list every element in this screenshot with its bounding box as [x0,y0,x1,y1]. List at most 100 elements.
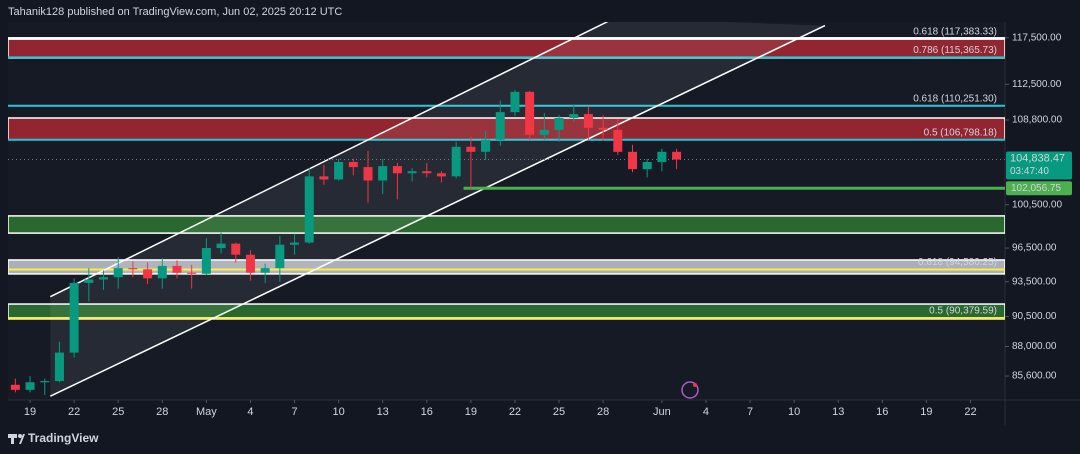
candle-body [436,173,446,177]
support-tag-label: 102,056.75 [1011,183,1061,194]
footer-brand: TradingView [28,431,99,445]
candle-body [334,161,344,180]
y-tick-label: 93,500.00 [1012,276,1057,287]
channel-line [49,22,609,298]
candle-body [583,114,593,128]
y-tick-label: 108,800.00 [1012,115,1062,126]
x-tick-label: Jun [653,406,671,418]
candle-body [319,176,329,180]
candle-body [466,146,476,152]
x-tick-label: 25 [553,406,565,418]
candle-body [554,117,564,130]
candle-body [245,254,255,273]
fib-label: 0.618 (94,580.25) [918,257,997,268]
candle-body [69,282,79,353]
candle-body [304,176,314,243]
zone [8,215,1005,234]
candle-body [128,268,138,270]
candle-body [657,151,667,162]
channel-fill [50,22,825,397]
candle-body [216,243,226,249]
x-tick-label: 22 [68,406,80,418]
x-tick-label: 19 [24,406,36,418]
fib-label: 0.5 (90,379.59) [929,306,997,317]
x-tick-label: 7 [747,406,753,418]
logo [8,434,25,444]
x-tick-label: 10 [788,406,800,418]
candle-body [157,265,167,279]
indicator-icon [681,381,699,399]
candle-body [99,277,109,280]
y-tick-label: 90,500.00 [1012,311,1057,322]
y-tick-label: 112,500.00 [1012,79,1062,90]
x-tick-label: 19 [920,406,932,418]
candle-body [187,272,197,274]
candle-body [628,151,638,170]
candle-body [113,268,123,278]
plot-layer [8,22,1005,397]
x-tick-label: 4 [703,406,709,418]
candle-body [10,384,20,390]
candle-body [363,167,373,181]
candle-body [392,166,402,174]
candle-body [260,268,270,273]
x-tick-label: 22 [964,406,976,418]
candle-body [422,171,432,174]
y-tick-label: 85,600.00 [1012,371,1057,382]
candle-body [525,91,535,135]
x-tick-label: 13 [377,406,389,418]
x-tick-label: 22 [509,406,521,418]
candle-body [378,166,388,181]
countdown: 03:47:40 [1010,166,1049,177]
x-tick-label: 19 [465,406,477,418]
fib-label: 0.618 (117,383.33) [913,27,997,38]
candle-body [290,242,300,245]
zone [8,37,1005,59]
x-tick-label: 7 [291,406,297,418]
candle-body [54,352,64,382]
candle-body [613,129,623,152]
candle-body [481,139,491,152]
candle-body [510,91,520,113]
candle-body [348,161,358,168]
y-tick-label: 96,500.00 [1012,243,1057,254]
x-tick-label: May [196,406,217,418]
candle-body [642,161,652,170]
x-tick-label: 16 [421,406,433,418]
header: Tahanik128 published on TradingView.com,… [8,6,342,18]
support-tag [1006,181,1072,196]
candle-body [407,171,417,174]
last-price-label: 104,838.47 [1010,152,1065,164]
x-tick-label: 4 [247,406,253,418]
candle-body [598,127,608,130]
fib-label: 0.786 (115,365.73) [913,45,997,56]
x-tick-label: 28 [156,406,168,418]
x-tick-label: 25 [112,406,124,418]
candle-body [672,151,682,160]
candle-body [275,244,285,269]
last-price-tag [1006,151,1072,180]
candle-body [231,243,241,255]
channel-line [49,24,826,397]
candle-body [84,279,94,283]
candle-body [495,112,505,140]
candle-body [569,114,579,118]
x-tick-label: 16 [876,406,888,418]
candle-body [25,382,35,390]
candle-body [201,248,211,274]
y-tick-label: 88,000.00 [1012,341,1057,352]
x-tick-label: 13 [832,406,844,418]
x-tick-label: 28 [597,406,609,418]
y-tick-label: 100,500.00 [1012,199,1062,210]
candle-body [172,265,182,273]
y-tick-label: 117,500.00 [1012,32,1062,43]
candle-body [539,129,549,135]
fib-label: 0.618 (110,251.30) [913,93,997,104]
x-tick-label: 10 [332,406,344,418]
candle-body [451,146,461,177]
candle-body [40,381,50,383]
candle-body [143,269,153,279]
fib-label: 0.5 (106,798.18) [924,127,997,138]
